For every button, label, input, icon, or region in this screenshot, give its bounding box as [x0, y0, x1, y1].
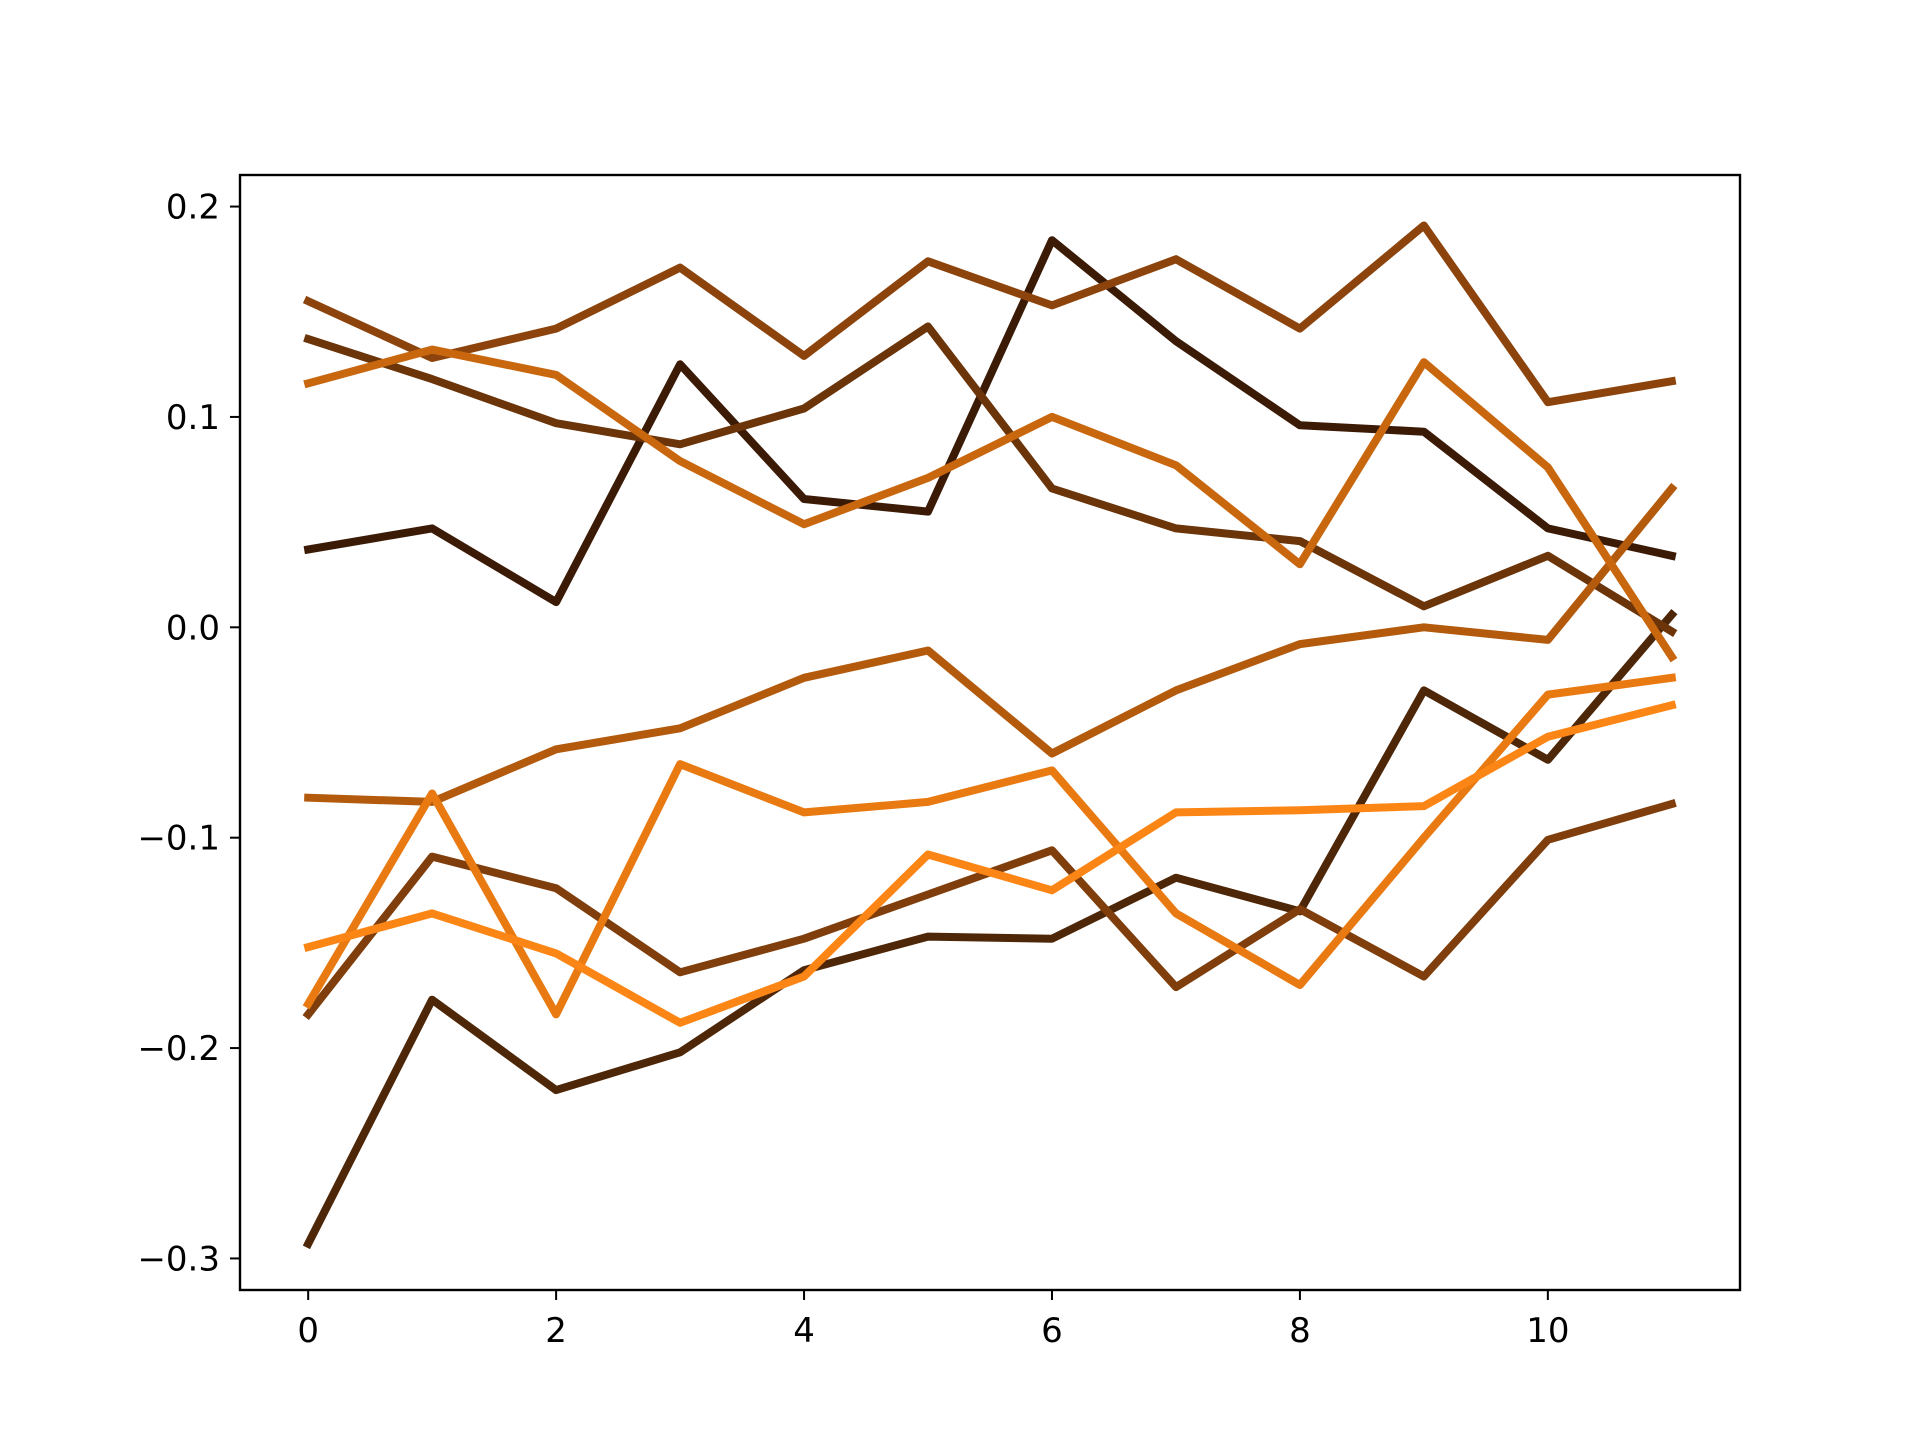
- series-layer: [302, 221, 1678, 1250]
- x-axis: 0 2 4 6 8 10: [297, 1290, 1569, 1351]
- x-tick-label: 6: [1041, 1311, 1063, 1351]
- y-tick-label: −0.1: [137, 819, 220, 859]
- y-tick-label: −0.3: [137, 1239, 220, 1279]
- x-tick-label: 4: [793, 1311, 815, 1351]
- x-tick-label: 2: [545, 1311, 567, 1351]
- series-line-6: [304, 482, 1678, 806]
- series-line-9: [303, 700, 1677, 1027]
- x-tick-label: 8: [1289, 1311, 1311, 1351]
- series-line-8: [302, 673, 1677, 1019]
- series-line-1: [303, 236, 1677, 607]
- series-line-3: [303, 322, 1678, 637]
- y-axis: 0.2 0.1 0.0 −0.1 −0.2 −0.3: [137, 188, 240, 1279]
- plot-frame: [238, 173, 1742, 1292]
- y-tick-label: 0.1: [166, 398, 220, 438]
- x-tick-label: 10: [1526, 1311, 1569, 1351]
- series-line-5: [302, 221, 1677, 407]
- series-line-7: [303, 345, 1678, 663]
- y-tick-label: 0.2: [166, 188, 220, 228]
- y-tick-label: 0.0: [166, 608, 220, 648]
- y-tick-label: −0.2: [137, 1029, 220, 1069]
- series-line-2: [302, 609, 1678, 1250]
- x-tick-label: 0: [297, 1311, 319, 1351]
